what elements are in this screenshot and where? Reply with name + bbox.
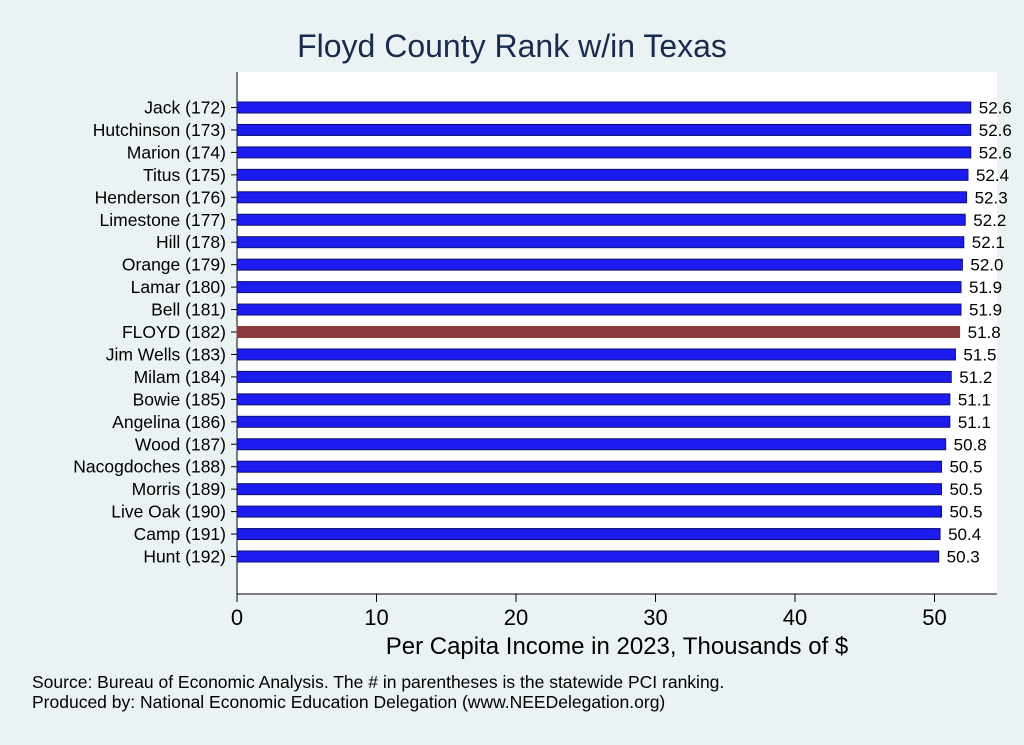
value-label: 50.5 (949, 480, 982, 499)
y-tick-label: Camp (191) (134, 524, 226, 544)
source-note: Source: Bureau of Economic Analysis. The… (32, 672, 725, 692)
y-tick-label: Live Oak (190) (111, 502, 226, 522)
y-tick-label: Nacogdoches (188) (73, 457, 226, 477)
y-tick-label: Milam (184) (134, 367, 226, 387)
value-label: 52.1 (972, 233, 1005, 252)
bar (236, 123, 972, 136)
y-tick-label: Limestone (177) (100, 210, 226, 230)
value-label: 51.8 (968, 323, 1001, 342)
value-label: 50.8 (954, 435, 987, 454)
value-label: 52.3 (975, 188, 1008, 207)
chart-title: Floyd County Rank w/in Texas (297, 28, 727, 64)
y-tick-label: Orange (179) (122, 255, 226, 275)
y-tick-label: Wood (187) (135, 434, 226, 454)
x-axis-label: Per Capita Income in 2023, Thousands of … (385, 633, 849, 660)
y-tick-label: Hutchinson (173) (93, 120, 226, 140)
value-label: 52.0 (970, 256, 1003, 275)
value-label: 52.2 (973, 211, 1006, 230)
y-tick-label: Angelina (186) (112, 412, 226, 432)
value-label: 51.9 (969, 278, 1002, 297)
x-tick-label: 30 (643, 605, 667, 630)
x-tick-label: 10 (364, 605, 388, 630)
y-tick-label: Bell (181) (151, 300, 226, 320)
bar (236, 415, 951, 428)
value-label: 52.6 (979, 143, 1012, 162)
bar (236, 528, 941, 541)
bar (236, 101, 972, 114)
y-tick-label: FLOYD (182) (122, 322, 226, 342)
bar (236, 191, 968, 204)
value-label: 50.3 (947, 548, 980, 567)
bar (236, 550, 940, 563)
bar (236, 168, 969, 181)
y-tick-label: Hunt (192) (143, 547, 226, 567)
y-tick-label: Morris (189) (132, 479, 226, 499)
value-label: 52.4 (976, 166, 1009, 185)
value-label: 50.5 (949, 458, 982, 477)
bar (236, 505, 942, 518)
producer-note: Produced by: National Economic Education… (32, 692, 666, 712)
y-tick-label: Henderson (176) (95, 187, 226, 207)
value-label: 51.5 (963, 345, 996, 364)
value-label: 50.5 (949, 503, 982, 522)
value-label: 51.1 (958, 413, 991, 432)
value-label: 52.6 (979, 99, 1012, 118)
bar (236, 303, 962, 316)
bar (236, 348, 956, 361)
x-tick-label: 20 (504, 605, 528, 630)
y-tick-label: Jim Wells (183) (106, 344, 226, 364)
bar (236, 393, 951, 406)
bar (236, 370, 952, 383)
x-tick-label: 50 (922, 605, 946, 630)
x-tick-label: 40 (783, 605, 807, 630)
bar (236, 438, 947, 451)
bar (236, 258, 963, 271)
value-label: 51.1 (958, 390, 991, 409)
bar (236, 213, 966, 226)
y-tick-label: Jack (172) (144, 98, 226, 118)
bar (236, 281, 962, 294)
value-label: 51.2 (959, 368, 992, 387)
value-label: 50.4 (948, 525, 981, 544)
bar (236, 483, 942, 496)
y-tick-label: Bowie (185) (133, 389, 226, 409)
bar (236, 236, 965, 249)
value-label: 52.6 (979, 121, 1012, 140)
bar (236, 146, 972, 159)
y-tick-label: Titus (175) (143, 165, 226, 185)
y-tick-label: Marion (174) (127, 142, 226, 162)
y-tick-label: Lamar (180) (131, 277, 226, 297)
bar (236, 460, 942, 473)
y-tick-label: Hill (178) (156, 232, 226, 252)
value-label: 51.9 (969, 301, 1002, 320)
x-tick-label: 0 (231, 605, 243, 630)
highlight-bar (236, 326, 961, 338)
